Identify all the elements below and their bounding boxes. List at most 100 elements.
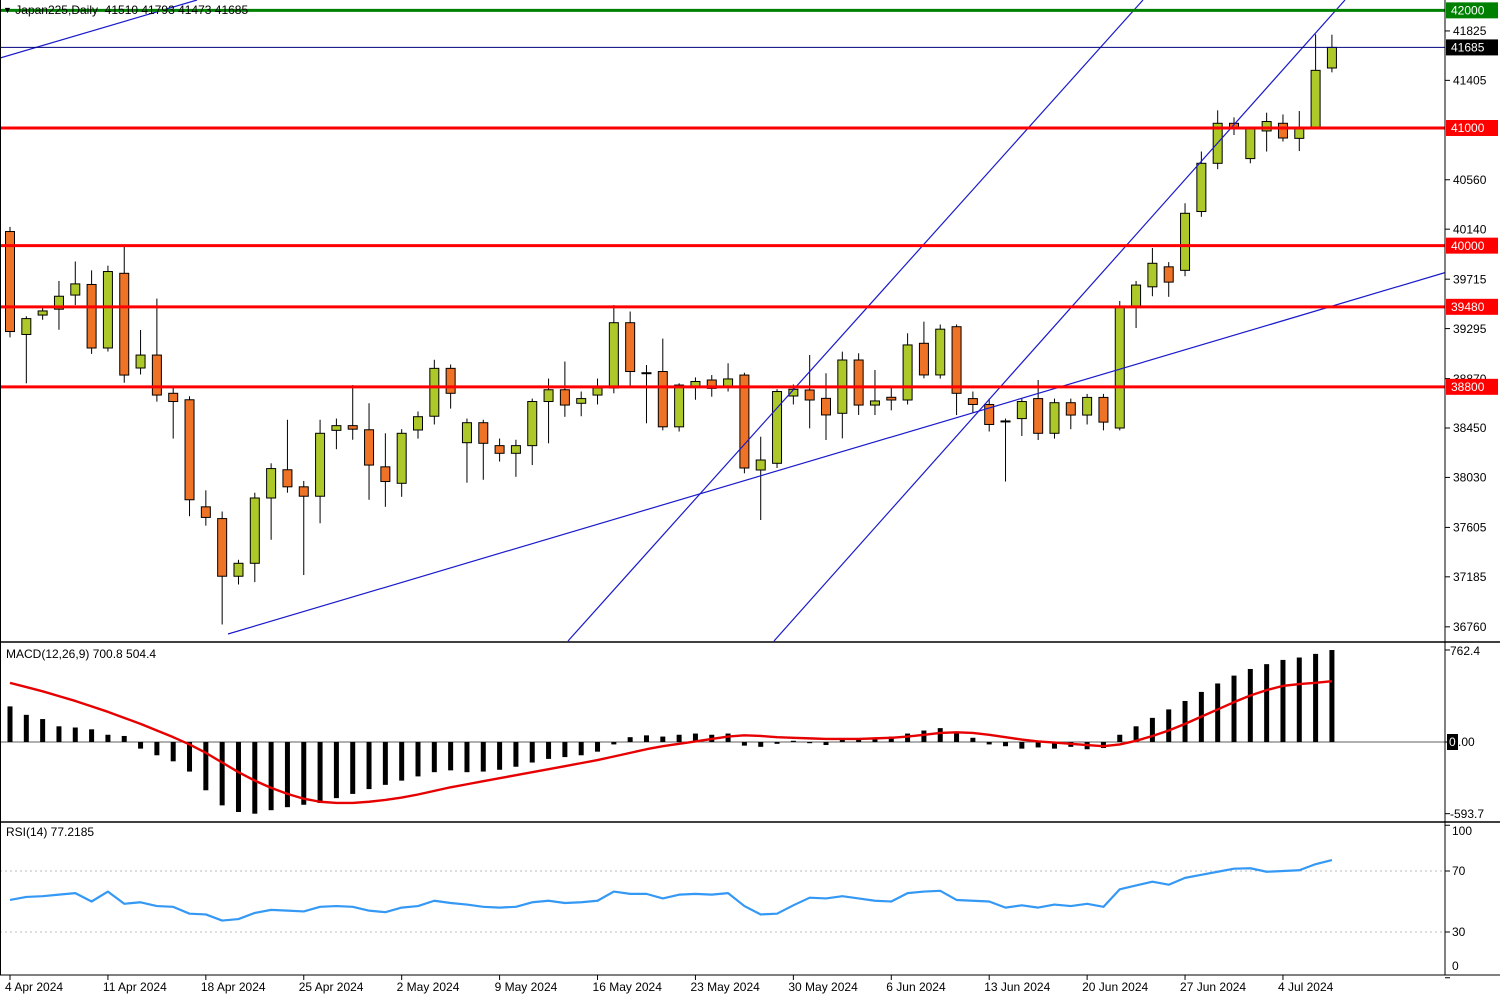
candle[interactable]	[298, 480, 309, 576]
macd-histogram-bar	[382, 742, 388, 785]
candle[interactable]	[1114, 300, 1125, 431]
candle[interactable]	[1049, 398, 1060, 439]
candle[interactable]	[1229, 117, 1239, 136]
candle[interactable]	[543, 378, 554, 444]
candle[interactable]	[21, 316, 32, 384]
macd-histogram-bar	[40, 719, 46, 742]
candle[interactable]	[396, 429, 407, 497]
candle[interactable]	[102, 265, 113, 352]
macd-pane	[0, 650, 1445, 814]
candle[interactable]	[494, 438, 505, 462]
price-axis[interactable]: 4182541405405604014039715392953887038450…	[1445, 0, 1500, 975]
candle[interactable]	[86, 270, 97, 354]
candle[interactable]	[1098, 393, 1109, 431]
candle[interactable]	[380, 433, 391, 507]
candle[interactable]	[347, 385, 358, 440]
candle[interactable]	[135, 330, 146, 375]
candle[interactable]	[1163, 262, 1174, 297]
candle[interactable]	[1326, 34, 1337, 73]
price-badge-39480: 39480	[1446, 298, 1498, 315]
candle[interactable]	[249, 492, 260, 583]
svg-text:41685: 41685	[1451, 41, 1485, 55]
candle[interactable]	[1000, 418, 1011, 482]
candle[interactable]	[1261, 112, 1272, 152]
candle[interactable]	[5, 226, 15, 338]
trendline[interactable]	[773, 0, 1346, 642]
candle[interactable]	[119, 244, 130, 383]
candle[interactable]	[739, 372, 750, 474]
candle[interactable]	[1147, 248, 1158, 297]
candle[interactable]	[1294, 111, 1305, 152]
candle[interactable]	[151, 298, 162, 402]
candle[interactable]	[478, 419, 489, 480]
candle[interactable]	[1196, 151, 1207, 217]
chart-title: ▼ Japan225,Daily 41510 41793 41473 41685	[3, 3, 248, 17]
candle[interactable]	[1082, 393, 1093, 425]
candle[interactable]	[935, 324, 946, 379]
candle[interactable]	[559, 361, 570, 417]
candle[interactable]	[608, 305, 619, 394]
candle[interactable]	[821, 373, 831, 440]
candle[interactable]	[510, 439, 521, 477]
candle[interactable]	[967, 391, 978, 413]
candle[interactable]	[902, 333, 913, 405]
candle[interactable]	[886, 388, 897, 411]
candle[interactable]	[70, 261, 81, 306]
candle[interactable]	[674, 383, 685, 432]
date-label: 6 Jun 2024	[886, 980, 946, 994]
candle[interactable]	[690, 377, 701, 400]
macd-histogram-bar	[888, 736, 894, 742]
trendline[interactable]	[567, 0, 1144, 642]
candle[interactable]	[413, 411, 423, 439]
trendline[interactable]	[227, 271, 1448, 635]
candle[interactable]	[168, 388, 179, 439]
macd-histogram-bar	[790, 740, 796, 742]
candle[interactable]	[951, 324, 962, 416]
candle[interactable]	[200, 490, 211, 526]
candle[interactable]	[315, 419, 326, 524]
candle[interactable]	[804, 354, 815, 429]
candle[interactable]	[429, 359, 440, 425]
macd-axis[interactable]: 762.4 0.00 -593.7	[1445, 644, 1484, 821]
rsi-axis[interactable]: 100 70 30 0	[1445, 824, 1472, 979]
macd-histogram-bar	[823, 742, 829, 746]
price-tick-label: 41405	[1453, 74, 1487, 88]
candle[interactable]	[527, 398, 538, 466]
macd-histogram-bar	[562, 742, 568, 758]
time-axis[interactable]: 4 Apr 2024 11 Apr 2024 18 Apr 2024 25 Apr 2…	[0, 975, 1445, 1000]
candle[interactable]	[1180, 203, 1191, 277]
macd-histogram-bar	[187, 742, 193, 772]
candle[interactable]	[1065, 398, 1076, 430]
candle[interactable]	[233, 559, 244, 585]
candle[interactable]	[657, 338, 668, 431]
candle[interactable]	[1033, 380, 1044, 440]
candle[interactable]	[625, 311, 636, 387]
candle[interactable]	[576, 391, 587, 417]
candle[interactable]	[837, 351, 848, 439]
candle[interactable]	[184, 396, 195, 517]
candle[interactable]	[592, 378, 603, 405]
candle[interactable]	[1131, 280, 1142, 328]
candle[interactable]	[1016, 398, 1027, 436]
candle[interactable]	[853, 353, 864, 415]
candle[interactable]	[364, 403, 375, 500]
candle[interactable]	[461, 418, 472, 483]
candle[interactable]	[282, 419, 293, 493]
candle[interactable]	[772, 389, 783, 468]
candle[interactable]	[918, 321, 929, 379]
candle[interactable]	[869, 370, 880, 416]
candle[interactable]	[984, 398, 995, 432]
candle[interactable]	[217, 511, 228, 625]
macd-histogram-bar	[301, 742, 307, 805]
candle[interactable]	[1245, 126, 1256, 164]
candle[interactable]	[331, 418, 342, 450]
macd-histogram-bar	[692, 733, 698, 742]
symbol-dropdown-icon[interactable]: ▼	[3, 5, 12, 15]
candle[interactable]	[1310, 34, 1321, 129]
candle[interactable]	[755, 436, 766, 520]
candle[interactable]	[266, 463, 277, 540]
candle[interactable]	[641, 365, 652, 424]
macd-histogram-bar	[284, 742, 290, 808]
macd-histogram-bar	[121, 735, 127, 742]
